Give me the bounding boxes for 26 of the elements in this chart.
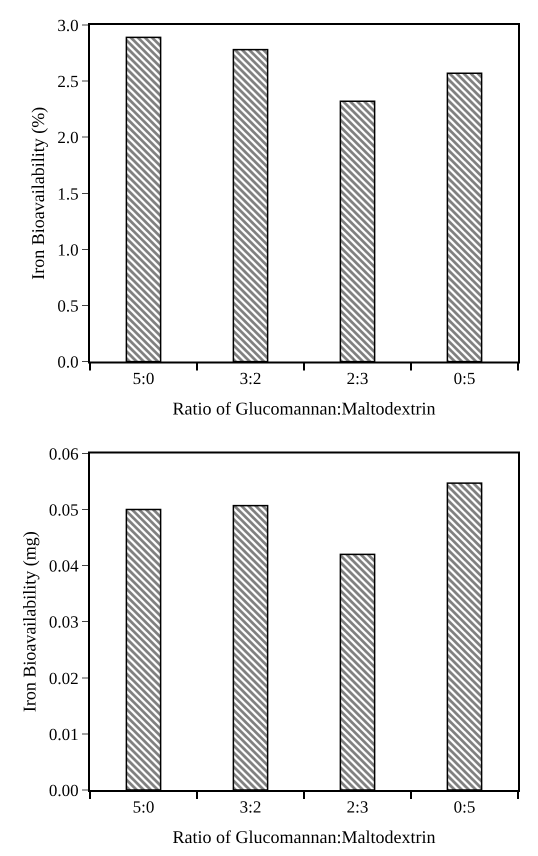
x-tick-label: 5:0 xyxy=(132,797,154,816)
y-tick-label: 0.01 xyxy=(48,724,79,744)
x-axis-title: Ratio of Glucomannan:Maltodextrin xyxy=(172,398,436,419)
y-tick-label: 0.00 xyxy=(48,780,79,800)
x-tick-label: 5:0 xyxy=(132,369,154,388)
y-tick-label: 0.5 xyxy=(57,296,79,316)
x-tick-label: 2:3 xyxy=(346,797,368,816)
y-axis-title: Iron Bioavailability (mg) xyxy=(20,531,40,712)
x-tick-label: 3:2 xyxy=(240,369,262,388)
x-tick-label: 3:2 xyxy=(240,797,262,816)
y-tick-label: 0.0 xyxy=(57,352,79,372)
y-tick-label: 3.0 xyxy=(57,16,79,35)
x-axis-title: Ratio of Glucomannan:Maltodextrin xyxy=(172,827,436,847)
y-tick-label: 0.05 xyxy=(48,500,79,520)
y-tick-label: 0.04 xyxy=(48,556,80,576)
x-tick-label: 2:3 xyxy=(346,369,368,388)
x-tick-label: 0:5 xyxy=(454,369,476,388)
y-tick-label: 0.06 xyxy=(48,444,79,464)
y-tick-label: 1.5 xyxy=(57,184,79,204)
x-tick-label: 0:5 xyxy=(454,797,476,816)
y-axis-title: Iron Bioavailability (%) xyxy=(28,106,48,280)
y-tick-label: 2.5 xyxy=(57,72,79,92)
y-tick-label: 2.0 xyxy=(57,128,79,148)
y-tick-label: 1.0 xyxy=(57,240,79,260)
y-tick-label: 0.02 xyxy=(48,668,79,688)
y-tick-label: 0.03 xyxy=(48,612,79,632)
